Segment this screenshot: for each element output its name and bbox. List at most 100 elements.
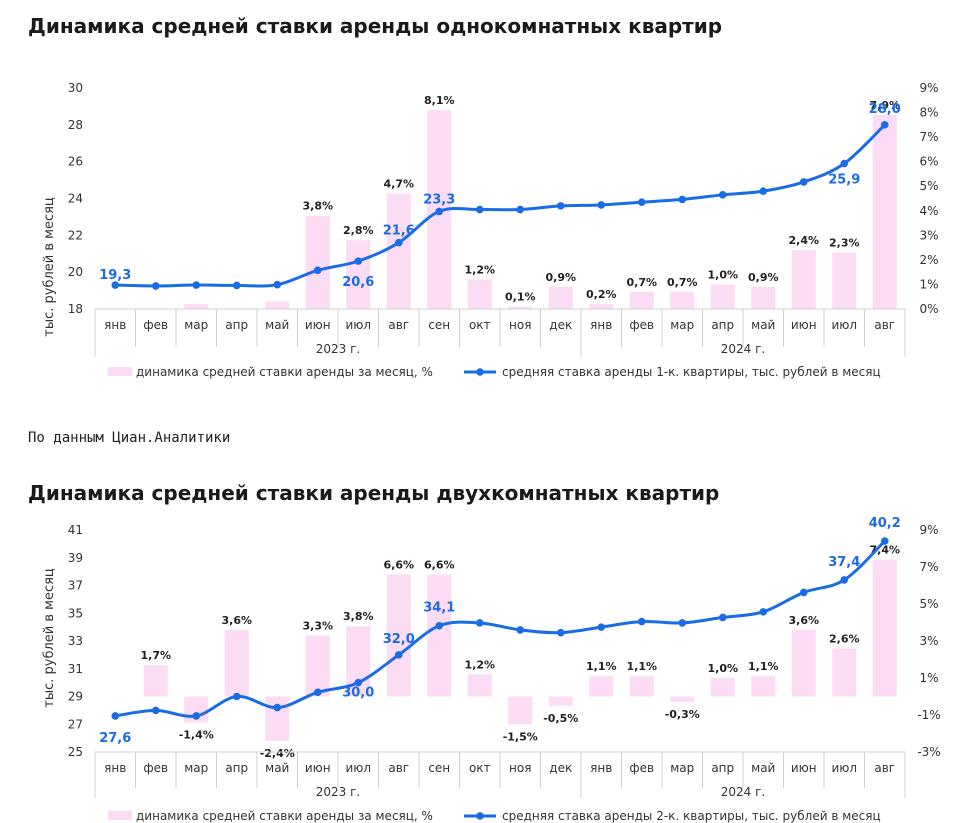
chart-1-y2-tick: 2% [919, 253, 938, 267]
chart-1-bar [305, 215, 330, 309]
chart-1-y-tick: 24 [68, 192, 83, 206]
chart-2-x-tick: июн [791, 761, 817, 775]
chart-2-bar [508, 696, 533, 725]
chart-1-y2-tick: 5% [919, 179, 938, 193]
chart-2-line-point [313, 688, 322, 697]
chart-1-line-point [354, 257, 363, 265]
chart-1-bar [589, 304, 614, 309]
chart-2-line-point [516, 626, 525, 634]
chart-2-bar [265, 696, 290, 741]
chart-2-line-label: 32,0 [383, 632, 415, 647]
chart-2-bar [427, 574, 452, 697]
chart-2-line-point [475, 619, 484, 627]
chart-1-legend-line-label: средняя ставка аренды 1-к. квартиры, тыс… [502, 365, 881, 379]
chart-2-bar-label: -1,5% [503, 730, 538, 743]
chart-2-y-tick: 27 [68, 717, 83, 731]
chart-1-line-point [435, 207, 444, 216]
chart-1-y-tick: 18 [68, 302, 83, 316]
chart-2-line-point [637, 617, 646, 626]
chart-2-line-point [840, 576, 849, 584]
chart-1-line-point [313, 266, 322, 275]
chart-2-y2-tick: 9% [919, 523, 938, 537]
chart-2-x-tick: авг [874, 761, 895, 775]
chart-1-line-point [151, 282, 160, 290]
chart-1-bar-label: 2,3% [829, 237, 860, 250]
chart-2-bar-label: -0,5% [543, 712, 578, 725]
chart-2-bar [832, 648, 857, 697]
chart-1-x-tick: мар [670, 318, 694, 332]
chart-2-line-label: 27,6 [99, 731, 131, 746]
chart-1-line-point [192, 281, 201, 289]
chart-2-x-tick: июл [831, 761, 857, 775]
chart-2-x-tick: сен [428, 761, 450, 775]
chart-2-bar-label: -1,4% [179, 728, 214, 741]
chart-2-x-tick: апр [711, 761, 734, 775]
chart-1-bar-label: 1,0% [707, 268, 738, 281]
chart-1-bar-label: 2,8% [343, 224, 374, 237]
chart-1-y2-tick: 7% [919, 130, 938, 144]
chart-2-line-label: 40,2 [869, 516, 901, 531]
chart-2-y2-tick: -1% [917, 708, 940, 722]
chart-1-bar [751, 286, 776, 309]
chart-2-bar-label: 1,1% [586, 660, 617, 673]
chart-2-bar [143, 665, 168, 697]
chart-2-line-point [435, 621, 444, 630]
chart-1-bar-label: 4,7% [383, 178, 414, 191]
chart-1-line-label: 20,6 [342, 275, 374, 290]
source-note: По данным Циан.Аналитики [28, 430, 231, 446]
chart-1-x-tick: июл [345, 318, 371, 332]
chart-2-line-point [111, 712, 120, 720]
chart-2-bar [872, 559, 897, 697]
chart-1-line-point [394, 238, 403, 247]
chart-2-bar [670, 696, 695, 703]
chart-1-x-tick: июн [305, 318, 331, 332]
chart-1-line-label: 28,0 [869, 102, 901, 117]
chart-2-line-label: 37,4 [828, 555, 860, 570]
chart-2-title: Динамика средней ставки аренды двухкомна… [28, 481, 720, 505]
chart-2-x-tick: янв [590, 761, 612, 775]
chart-2-year-label: 2023 г. [316, 785, 360, 799]
chart-1-bar-label: 0,7% [626, 276, 657, 289]
chart-1-line-point [759, 187, 768, 195]
chart-1-x-tick: апр [711, 318, 734, 332]
chart-2-axes: 25 27 29 31 33 35 37 39 41 -3% -1% 1% 3% 5% 7% 9% янв фев… [68, 523, 941, 799]
chart-1-bar [710, 284, 735, 309]
chart-2-y-tick: 31 [68, 662, 83, 676]
chart-1-x-tick: апр [225, 318, 248, 332]
chart-1-line-point [718, 191, 727, 199]
chart-2-x-tick: авг [388, 761, 409, 775]
chart-1-bar [832, 252, 857, 309]
chart-2-bar [224, 629, 249, 697]
chart-2-y-tick: 25 [68, 745, 83, 759]
chart-1-bar-label: 8,1% [424, 94, 455, 107]
chart-1-bar [629, 291, 654, 309]
chart-2-x-tick: окт [469, 761, 491, 775]
chart-1-x-tick: июл [831, 318, 857, 332]
chart-2-y-tick: 29 [68, 690, 83, 704]
chart-2-x-tick: апр [225, 761, 248, 775]
chart-1-bar-label: 0,9% [748, 271, 779, 284]
chart-1-line-point [475, 205, 484, 214]
chart-1-y-tick: 28 [68, 118, 83, 132]
chart-2-year-label: 2024 г. [721, 785, 765, 799]
chart-2-line-point [556, 628, 565, 637]
chart-2-x-tick: янв [104, 761, 126, 775]
chart-1-legend-line-marker [476, 368, 484, 376]
chart-1-x-tick: янв [104, 318, 126, 332]
chart-1-bar-label: 0,9% [545, 271, 576, 284]
chart-2-line-point [759, 608, 768, 616]
chart-2-x-tick: май [751, 761, 775, 775]
chart-2-bar [629, 676, 654, 697]
chart-1-x-tick: фев [143, 318, 168, 332]
chart-2-line-point [597, 623, 606, 631]
chart-2-bar-label: 1,1% [748, 660, 779, 673]
chart-2-x-tick: фев [629, 761, 654, 775]
chart-2-legend: динамика средней ставки аренды за месяц,… [108, 809, 881, 823]
chart-1-line-point [273, 280, 282, 289]
chart-1-y-tick: 30 [68, 81, 83, 95]
chart-2-line-point [192, 712, 201, 720]
chart-2-bar-label: 7,4% [869, 544, 900, 557]
chart-2-bar [386, 574, 411, 697]
chart-2-line-label: 30,0 [342, 686, 374, 701]
chart-2-y-tick: 39 [68, 551, 83, 565]
